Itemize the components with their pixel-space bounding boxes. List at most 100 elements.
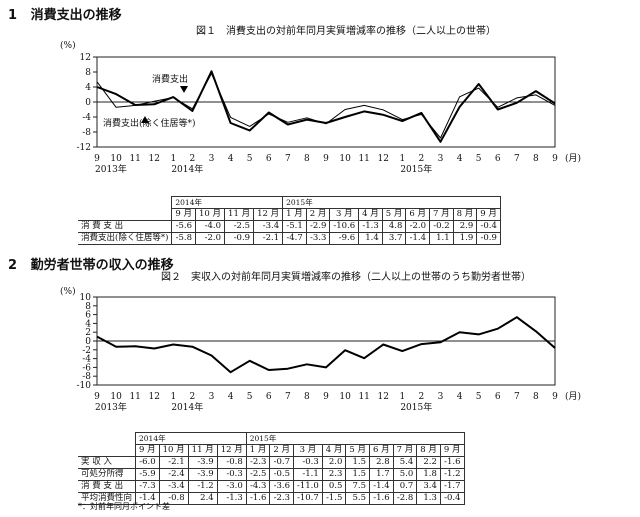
table-cell: -9.6 [329,232,360,245]
row-label: 実 収 入 [78,456,137,469]
table-row: 平均消費性向 -1.4 -0.8 2.4 -1.3 -1.6 -2.3 -10.7 -1.5 5.… [78,492,465,505]
series-pointer-icon [141,116,149,123]
table-cell: -5.9 [135,468,160,481]
table-cell: 5.5 [345,492,371,505]
x-tick-label: 1 [399,154,405,164]
row-label: 消 費 支 出 [78,220,173,233]
table-cell: -2.3 [245,456,271,469]
section-number: 1 [8,8,18,23]
x-tick-label: 4 [457,392,463,402]
table-cell: 1.5 [345,468,371,481]
y-axis-label: (%) [60,286,76,297]
table-row: 可処分所得 -5.9 -2.4 -3.9 -0.3 -2.5 -0.5 -1.1 2.3 1.5 1… [78,468,465,481]
table-cell: -2.4 [158,468,189,481]
column-header: 7 月 [392,444,418,457]
x-tick-label: 5 [476,154,482,164]
row-label: 可処分所得 [78,468,137,481]
table-cell: -2.8 [392,492,418,505]
table-cell: -10.6 [329,220,360,233]
y-tick-label: 8 [85,302,91,312]
column-header: 2 月 [305,208,331,221]
column-header: 1 月 [245,444,271,457]
x-tick-label: 6 [266,392,272,402]
table-cell: -2.0 [405,220,431,233]
table-cell: -3.9 [187,468,218,481]
chart-title: 図１ 消費支出の対前年同月実質増減率の推移（二人以上の世帯） [196,24,496,37]
table-cell: -5.1 [282,220,307,233]
table-row: 消 費 支 出 -5.6 -4.0 -2.5 -3.4 -5.1 -2.9 -10.6 -1.3… [78,220,501,233]
table-cell: -1.2 [187,480,218,493]
y-tick-label: -4 [82,355,91,365]
table-cell: -0.3 [292,456,323,469]
y-tick-label: -8 [82,372,91,382]
year-label: 2015年 [282,196,501,209]
y-tick-label: 4 [85,83,91,93]
table-cell: -3.6 [269,480,294,493]
x-tick-label: 9 [323,392,329,402]
series-pointer-icon [180,86,188,93]
table-cell: -3.0 [216,480,247,493]
table-cell: -5.6 [171,220,197,233]
table-cell: -2.0 [195,232,226,245]
x-tick-label: 4 [228,392,234,402]
table-cell: -1.1 [292,468,323,481]
table-cell: -1.2 [439,468,465,481]
x-tick-label: 7 [285,154,291,164]
table-cell: 1.4 [358,232,383,245]
table-cell: -11.0 [292,480,323,493]
x-tick-label: 12 [149,392,160,402]
x-tick-label: 4 [457,154,463,164]
section-label: 消費支出の推移 [30,8,122,23]
column-header: 5 月 [345,444,371,457]
column-header: 11 月 [187,444,218,457]
table-cell: -1.4 [405,232,431,245]
section-title-2: 2 勤労者世帯の収入の推移 [8,254,174,273]
column-header: 8 月 [452,208,478,221]
x-tick-label: 2 [190,154,196,164]
y-tick-label: 2 [85,328,91,338]
table-cell: 1.9 [452,232,478,245]
x-tick-label: 1 [170,154,176,164]
x-axis-unit: (月) [565,153,581,164]
y-tick-label: -4 [82,113,91,123]
table-cell: 0.5 [321,480,347,493]
x-tick-label: 12 [149,154,160,164]
table-cell: -2.1 [253,232,284,245]
section-number: 2 [8,258,18,273]
column-header: 5 月 [381,208,407,221]
x-tick-label: 7 [514,154,520,164]
x-tick-label: 6 [495,392,501,402]
table-cell: -7.3 [135,480,160,493]
y-tick-label: 0 [85,98,91,108]
table-cell: -4.0 [195,220,226,233]
year-label: 2014年 [135,432,247,445]
table-cell: 2.8 [369,456,394,469]
table-cell: -1.6 [369,492,394,505]
row-label: 消 費 支 出 [78,480,137,493]
column-header: 7 月 [429,208,454,221]
table-cell: 2.3 [321,468,347,481]
column-header: 12 月 [253,208,284,221]
year-label: 2014年 [171,196,284,209]
x-tick-label: 11 [129,154,140,164]
x-tick-label: 6 [495,154,501,164]
row-label: 平均消費性向 [78,492,137,505]
x-tick-label: 9 [94,392,100,402]
table-cell: -1.6 [439,456,465,469]
x-tick-label: 9 [323,154,329,164]
column-header: 6 月 [405,208,431,221]
year-label: 2014年 [171,401,203,413]
x-tick-label: 6 [266,154,272,164]
x-tick-label: 12 [378,154,389,164]
column-header: 10 月 [158,444,189,457]
section-title-1: 1 消費支出の推移 [8,4,122,23]
column-header: 2 月 [269,444,294,457]
x-tick-label: 1 [170,392,176,402]
table-cell: -1.3 [216,492,247,505]
column-header: 3 月 [329,208,360,221]
x-tick-label: 3 [209,154,215,164]
table-cell: 1.3 [416,492,441,505]
year-label: 2014年 [171,163,203,175]
